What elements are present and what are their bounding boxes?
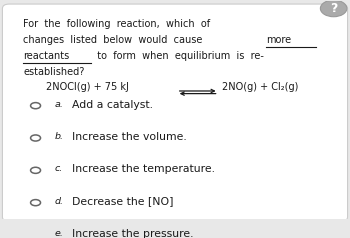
Text: 2NOCl(g) + 75 kJ: 2NOCl(g) + 75 kJ — [46, 82, 129, 92]
Text: reactants: reactants — [23, 51, 70, 61]
Text: more: more — [266, 35, 292, 45]
Text: d.: d. — [55, 197, 64, 206]
Text: a.: a. — [55, 99, 64, 109]
Text: Increase the temperature.: Increase the temperature. — [72, 164, 215, 174]
Text: changes  listed  below  would  cause: changes listed below would cause — [23, 35, 209, 45]
Text: established?: established? — [23, 67, 85, 77]
Text: Decrease the [NO]: Decrease the [NO] — [72, 197, 174, 207]
Text: Increase the pressure.: Increase the pressure. — [72, 229, 194, 238]
Text: c.: c. — [55, 164, 63, 173]
Text: 2NO(g) + Cl₂(g): 2NO(g) + Cl₂(g) — [222, 82, 299, 92]
Circle shape — [320, 0, 347, 17]
Text: Increase the volume.: Increase the volume. — [72, 132, 187, 142]
Text: ?: ? — [330, 2, 337, 15]
Text: For  the  following  reaction,  which  of: For the following reaction, which of — [23, 19, 210, 29]
FancyBboxPatch shape — [2, 4, 348, 221]
Text: to  form  when  equilibrium  is  re-: to form when equilibrium is re- — [91, 51, 264, 61]
Text: e.: e. — [55, 229, 64, 238]
Text: Add a catalyst.: Add a catalyst. — [72, 99, 153, 109]
Text: b.: b. — [55, 132, 64, 141]
